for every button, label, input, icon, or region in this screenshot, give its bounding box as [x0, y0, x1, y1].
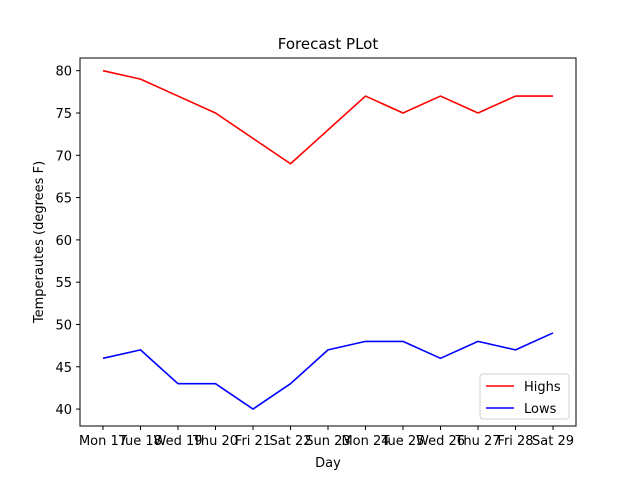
x-tick-label: Tue 25 — [381, 434, 425, 449]
y-tick-label: 55 — [55, 276, 72, 291]
legend-label-highs: Highs — [524, 380, 561, 395]
x-tick-label: Sun 23 — [305, 434, 350, 449]
series-line-highs — [102, 69, 553, 165]
y-tick-label: 45 — [55, 361, 72, 376]
y-axis-label: Temperautes (degrees F) — [32, 161, 47, 324]
y-tick-label: 50 — [55, 318, 72, 333]
y-tick-label: 80 — [55, 65, 72, 80]
series-line-lows — [102, 332, 554, 410]
plot-frame — [79, 57, 577, 427]
x-tick-label: Wed 19 — [153, 434, 202, 449]
x-tick-label: Fri 28 — [497, 434, 533, 449]
chart-title: Forecast PLot — [278, 35, 379, 53]
x-tick-label: Mon 17 — [79, 434, 127, 449]
x-tick-label: Wed 26 — [416, 434, 465, 449]
y-tick-label: 65 — [55, 192, 72, 207]
x-axis-label: Day — [315, 456, 341, 471]
y-tick-label: 40 — [55, 403, 72, 418]
x-tick-label: Sat 29 — [532, 434, 574, 449]
x-tick-label: Sat 22 — [270, 434, 312, 449]
y-tick-label: 60 — [55, 234, 72, 249]
x-tick-label: Fri 21 — [235, 434, 271, 449]
y-tick-label: 70 — [55, 149, 72, 164]
x-tick-label: Thu 27 — [454, 434, 500, 449]
legend-label-lows: Lows — [524, 402, 557, 417]
y-tick-label: 75 — [55, 107, 72, 122]
x-tick-label: Thu 20 — [192, 434, 238, 449]
x-tick-label: Mon 24 — [341, 434, 389, 449]
x-tick-label: Tue 18 — [118, 434, 162, 449]
